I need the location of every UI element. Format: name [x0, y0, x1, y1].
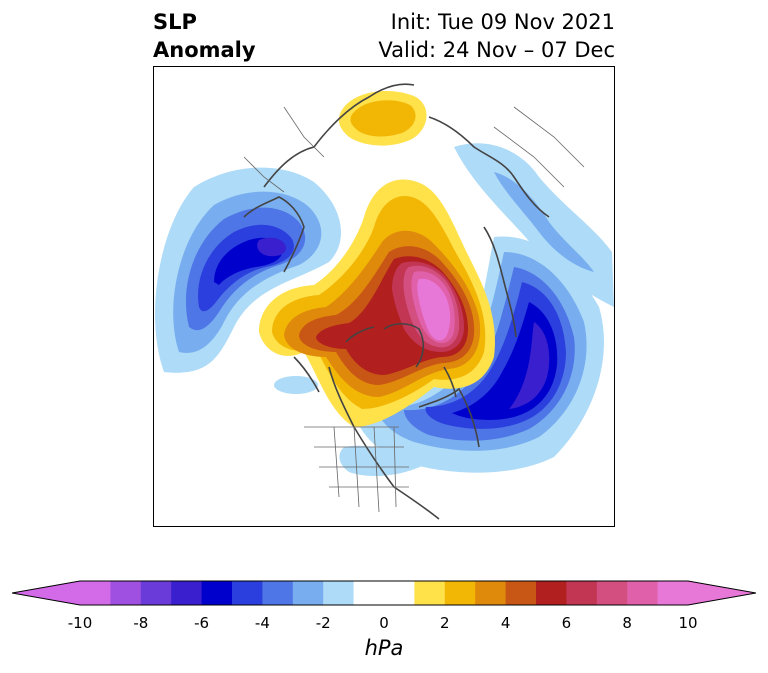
colorbar-cell	[171, 581, 203, 605]
colorbar-cell	[80, 581, 111, 605]
colorbar-extend-low	[12, 581, 80, 605]
colorbar-tick-label: -8	[133, 614, 149, 632]
map-panel	[153, 66, 615, 527]
east-asia-low	[454, 143, 614, 307]
pacific-low-patch	[274, 376, 318, 394]
title-left: SLP Anomaly	[153, 8, 256, 64]
colorbar-cell	[536, 581, 567, 605]
colorbar-cell	[414, 581, 446, 605]
colorbar-cell	[475, 581, 507, 605]
arctic-high	[259, 179, 495, 427]
colorbar-cell	[353, 581, 415, 605]
init-date: Init: Tue 09 Nov 2021	[390, 10, 615, 34]
colorbar-cell	[140, 581, 172, 605]
colorbar-extend-high	[688, 581, 756, 605]
colorbar-cell	[505, 581, 537, 605]
colorbar-cell	[596, 581, 628, 605]
colorbar-cell	[627, 581, 659, 605]
colorbar-cell	[201, 581, 233, 605]
colorbar-tick-label: 6	[561, 614, 572, 632]
colorbar-unit-label: hPa	[364, 636, 404, 660]
colorbar-tick-label: 2	[440, 614, 450, 632]
colorbar-cell	[657, 581, 689, 605]
colorbar-tick-label: 8	[622, 614, 632, 632]
colorbar-tick-label: -4	[254, 614, 270, 632]
slp-anomaly-map	[154, 67, 614, 526]
colorbar-tick-label: -2	[315, 614, 331, 632]
anomaly-title: Anomaly	[153, 38, 256, 62]
colorbar-cell	[444, 581, 476, 605]
colorbar-cell	[262, 581, 294, 605]
colorbar-cell	[110, 581, 142, 605]
title-right: Init: Tue 09 Nov 2021 Valid: 24 Nov – 07…	[378, 8, 615, 64]
colorbar-cell	[323, 581, 355, 605]
variable-title: SLP	[153, 10, 197, 34]
colorbar-tick-label: -10	[67, 614, 93, 632]
us-low-patch	[339, 445, 424, 477]
colorbar-cell	[232, 581, 263, 605]
eurasia-low	[155, 167, 341, 373]
colorbar	[12, 580, 756, 606]
colorbar-tick-label: 10	[678, 614, 698, 632]
political-borders	[243, 106, 585, 513]
colorbar-tick-label: 4	[500, 614, 511, 632]
valid-range: Valid: 24 Nov – 07 Dec	[378, 38, 615, 62]
colorbar-tick-label: 0	[379, 614, 389, 632]
colorbar-cell	[292, 581, 324, 605]
colorbar-cells	[80, 581, 689, 605]
colorbar-tick-label: -6	[194, 614, 210, 632]
colorbar-outline	[12, 580, 756, 606]
colorbar-cell	[566, 581, 598, 605]
central-asia-high	[338, 91, 427, 146]
